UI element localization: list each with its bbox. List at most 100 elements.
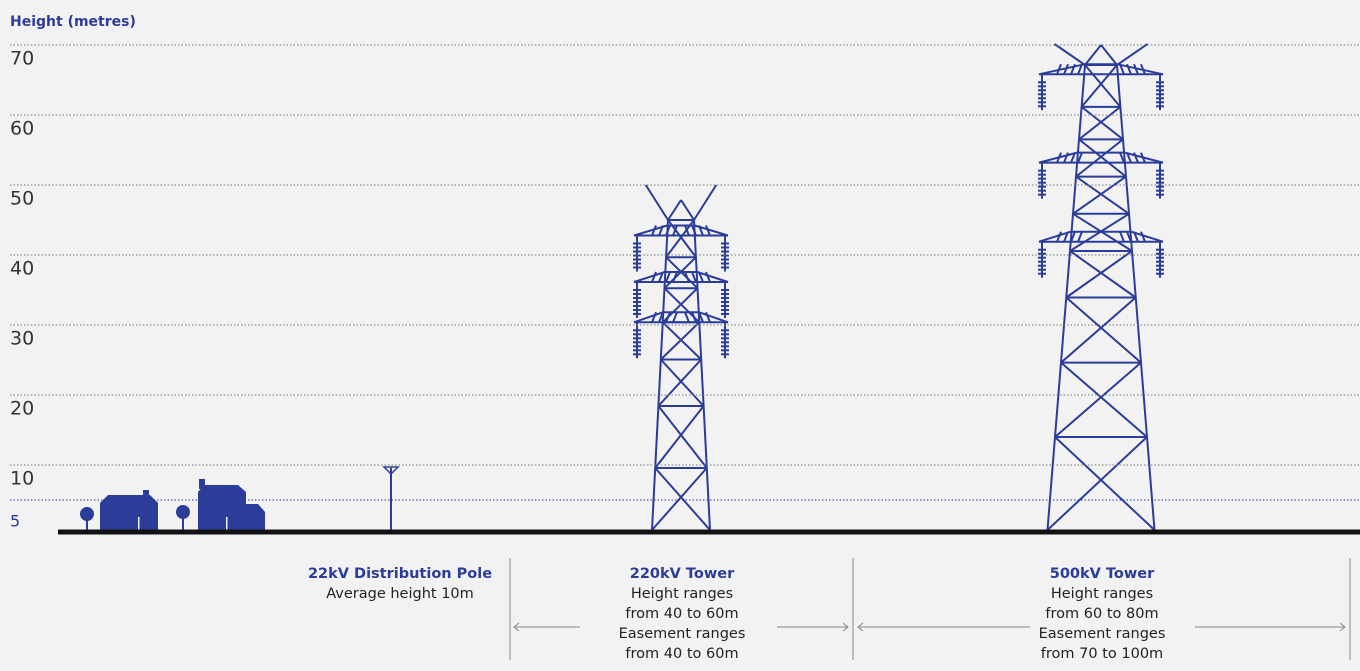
lattice xyxy=(1065,296,1142,364)
tick-label: 30 xyxy=(10,328,34,350)
houses xyxy=(80,479,265,530)
lattice xyxy=(651,219,669,531)
lattice xyxy=(658,311,664,323)
lattice xyxy=(684,311,690,323)
lattice xyxy=(667,199,682,221)
tick-label: 5 xyxy=(10,512,20,531)
lattice xyxy=(1140,63,1146,75)
lattice xyxy=(1056,63,1062,75)
lattice xyxy=(658,271,664,283)
lattice xyxy=(1126,152,1132,164)
lattice xyxy=(1133,152,1139,164)
lattice xyxy=(1053,43,1086,66)
lattice xyxy=(1038,63,1085,76)
lattice xyxy=(1119,152,1125,164)
dividers xyxy=(509,558,1351,660)
lattice xyxy=(1056,152,1062,164)
lattice xyxy=(672,311,678,323)
lattice xyxy=(660,321,700,361)
lattice xyxy=(672,225,678,236)
structure-name: 500kV Tower xyxy=(1050,566,1155,582)
lattice xyxy=(1070,152,1076,164)
lattice xyxy=(691,225,697,236)
structure-text: Easement ranges xyxy=(619,626,746,642)
lattice xyxy=(691,311,697,323)
lattice xyxy=(1075,138,1124,178)
lattice xyxy=(1084,44,1102,66)
illustration xyxy=(80,43,1164,531)
lattice xyxy=(651,311,657,323)
structure-text: from 40 to 60m xyxy=(625,606,738,622)
lattice xyxy=(1046,436,1148,531)
structure-name: 220kV Tower xyxy=(630,566,735,582)
lattice xyxy=(1100,44,1118,66)
lattice xyxy=(684,225,690,236)
lattice xyxy=(651,271,657,283)
lattice xyxy=(657,358,702,407)
lattice xyxy=(1117,63,1164,76)
lattice xyxy=(651,467,708,531)
structure-text: Easement ranges xyxy=(1039,626,1166,642)
lattice xyxy=(1084,64,1122,108)
lattice xyxy=(705,271,711,283)
lattice xyxy=(705,311,711,323)
lattice xyxy=(1077,63,1083,75)
tick-label: 40 xyxy=(10,258,34,280)
structure-text: Height ranges xyxy=(1051,586,1153,602)
tick-label: 60 xyxy=(10,118,34,140)
lattice xyxy=(698,271,704,283)
lattice xyxy=(657,405,708,469)
structure-name: 22kV Distribution Pole xyxy=(308,566,492,582)
lattice xyxy=(1070,63,1076,75)
lattice xyxy=(1063,152,1069,164)
lattice xyxy=(698,225,704,236)
structure-text: Average height 10m xyxy=(326,586,474,602)
lattice xyxy=(1126,231,1132,243)
structure-text: from 60 to 80m xyxy=(1045,606,1158,622)
lattice xyxy=(1054,361,1142,438)
lattice xyxy=(665,225,671,236)
lattice xyxy=(1063,231,1069,243)
lattice xyxy=(665,271,671,283)
tick-label: 10 xyxy=(10,468,34,490)
lattice xyxy=(1065,250,1133,299)
lattice xyxy=(1069,250,1137,299)
lattice xyxy=(1077,152,1083,164)
lattice xyxy=(1077,231,1083,243)
lattice xyxy=(662,321,702,361)
lattice xyxy=(1130,230,1164,243)
lattice xyxy=(698,311,729,324)
structure-text: from 40 to 60m xyxy=(625,646,738,662)
lattice xyxy=(665,311,671,323)
lattice xyxy=(1060,361,1148,438)
lattice xyxy=(696,271,729,283)
lattice xyxy=(654,467,711,531)
lattice xyxy=(672,271,678,283)
lattice xyxy=(1140,231,1146,243)
structure-text: Height ranges xyxy=(631,586,733,602)
lattice xyxy=(1140,152,1146,164)
lattice xyxy=(693,219,711,531)
lattice xyxy=(693,184,718,221)
lattice xyxy=(1116,43,1149,66)
lattice xyxy=(1070,231,1076,243)
lattice xyxy=(658,225,664,236)
lattice xyxy=(1081,106,1124,141)
lattice xyxy=(1038,230,1072,243)
tick-label: 20 xyxy=(10,398,34,420)
lattice xyxy=(680,199,695,221)
lattice xyxy=(1056,231,1062,243)
lattice xyxy=(691,271,697,283)
lattice xyxy=(1126,63,1132,75)
axis-label: Height (metres) xyxy=(10,14,136,30)
lattice xyxy=(1119,231,1125,243)
lattice xyxy=(705,225,711,236)
lattice xyxy=(1133,231,1139,243)
lattice xyxy=(1078,138,1127,178)
lattice xyxy=(1063,63,1069,75)
tick-label: 70 xyxy=(10,48,34,70)
lattice xyxy=(660,358,705,407)
lattice xyxy=(684,271,690,283)
lattice xyxy=(1054,436,1156,531)
